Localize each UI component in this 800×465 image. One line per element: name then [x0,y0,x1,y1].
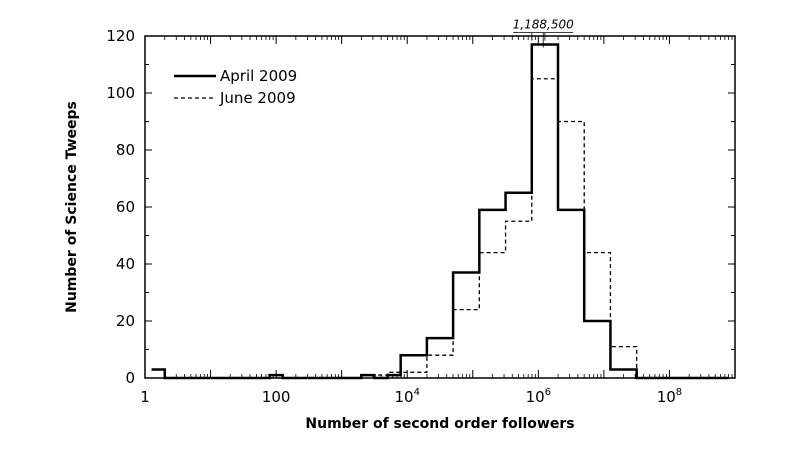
axis-ticks [144,35,736,379]
x-tick-label-exponent: 6 [545,387,551,398]
x-tick-label: 106 [526,387,551,406]
plot-frame [144,35,736,379]
x-tick-label: 104 [394,387,419,406]
peak-annotation-bracket [513,32,574,48]
x-tick-label-exponent: 4 [414,387,420,398]
y-tick-label: 100 [106,84,135,102]
x-tick-label-exponent: 8 [676,387,682,398]
y-tick-label: 120 [106,27,135,45]
x-tick-label-base: 10 [394,388,413,406]
series-line-june-2009 [151,78,729,379]
y-tick-label: 20 [116,312,135,330]
peak-annotation: 1,188,500 [513,18,574,48]
x-tick-label: 108 [657,387,682,406]
y-tick-label: 0 [125,369,135,387]
x-tick-label: 100 [262,388,291,406]
x-axis-title: Number of second order followers [305,416,574,432]
peak-annotation-label: 1,188,500 [513,18,574,32]
series-layer [151,43,729,380]
y-axis-title: Number of Science Tweeps [64,101,80,313]
y-tick-label: 60 [116,198,135,216]
x-tick-label: 1 [140,388,150,406]
x-tick-label-base: 1 [140,388,150,406]
y-tick-label: 40 [116,255,135,273]
x-tick-label-base: 100 [262,388,291,406]
y-tick-label: 80 [116,141,135,159]
legend: April 2009 June 2009 [174,67,297,107]
x-tick-label-base: 10 [657,388,676,406]
x-tick-label-base: 10 [526,388,545,406]
legend-label-june: June 2009 [219,89,296,107]
legend-label-april: April 2009 [220,67,297,85]
